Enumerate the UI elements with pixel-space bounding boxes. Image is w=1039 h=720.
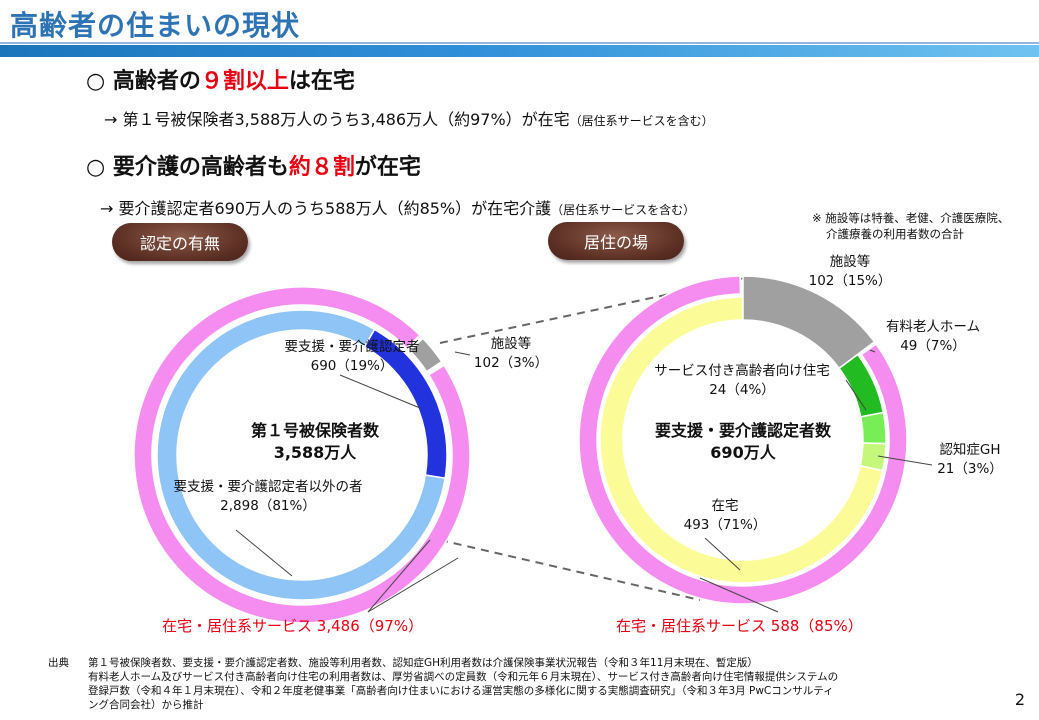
- chart1-outer-facility: [408, 337, 443, 373]
- leader-chart1-home-b: [367, 557, 459, 613]
- source-line2: 有料老人ホーム及びサービス付き高齢者向け住宅の利用者数は、厚労省調べの定員数（令…: [88, 671, 839, 683]
- chart2-inner-segment-2: [859, 411, 887, 445]
- page-title: 高齢者の住まいの現状: [10, 9, 301, 42]
- chart2-label-home-total: 在宅・居住系サービス 588（85%）: [616, 615, 863, 636]
- chart2-center-line1: 要支援・要介護認定者数: [654, 421, 831, 440]
- point1-heading-red: ９割以上: [200, 69, 289, 94]
- chart2-nursing-home-value: 49（7%）: [900, 338, 966, 354]
- chart2-label-serviced-housing: サービス付き高齢者向け住宅 24（4%）: [632, 362, 852, 400]
- leader-chart1-certified: [339, 374, 421, 409]
- chart1-label-noncertified: 要支援・要介護認定者以外の者 2,898（81%）: [138, 478, 398, 516]
- title-band: [0, 45, 1039, 57]
- facility-note-line2: 介護療養の利用者数の合計: [826, 227, 964, 241]
- chart2-center: 要支援・要介護認定者数 690万人: [628, 420, 858, 464]
- chart2-outer-home: [578, 275, 908, 605]
- leader-chart2-nursing: [869, 349, 876, 353]
- chart2-nursing-home-name: 有料老人ホーム: [885, 319, 981, 335]
- source-line3: 登録戸数（令和４年１月末現在）、令和２年度老健事業「高齢者向け住まいにおける運営…: [88, 685, 834, 697]
- chart2-label-dementia-gh: 認知症GH 21（3%）: [930, 441, 1010, 479]
- chart2-facility-name: 施設等: [829, 254, 871, 270]
- point2-heading-pre: 要介護の高齢者も: [112, 155, 289, 180]
- chart2-serviced-housing-value: 24（4%）: [709, 382, 775, 398]
- chart2-serviced-housing-name: サービス付き高齢者向け住宅: [654, 363, 830, 379]
- chart1-facility-name: 施設等: [490, 336, 532, 352]
- chart1-home-name: 在宅・居住系サービス: [162, 617, 313, 635]
- point2-heading-red: 約８割: [288, 155, 355, 180]
- point1-sub-text: → 第１号被保険者3,588万人のうち3,486万人（約97%）が在宅: [104, 110, 570, 129]
- leader-chart2-home: [704, 537, 741, 571]
- chart-certification: [133, 286, 471, 624]
- point1-bullet: ○: [86, 69, 106, 94]
- point2-heading-post: が在宅: [354, 155, 421, 180]
- chart2-facility-value: 102（15%）: [808, 273, 892, 289]
- point2-sub-note: （居住系サービスを含む）: [551, 203, 696, 217]
- chart1-center-line1: 第１号被保険者数: [250, 421, 379, 440]
- chart1-label-certified: 要支援・要介護認定者 690（19%）: [262, 338, 442, 376]
- point1-heading: ○ 高齢者の９割以上は在宅: [86, 63, 355, 95]
- leader-chart2-dementia: [877, 455, 933, 466]
- chart2-label-home: 在宅 493（71%）: [680, 497, 770, 535]
- point1-sub-note: （居住系サービスを含む）: [569, 114, 714, 128]
- page-number: 2: [1014, 690, 1025, 709]
- leader-chart1-facility: [454, 351, 471, 356]
- chart1-label-home: 在宅・居住系サービス 3,486（97%）: [162, 615, 423, 636]
- point2-sub-text: → 要介護認定者690万人のうち588万人（約85%）が在宅介護: [100, 199, 552, 218]
- leader-chart1-noncertified: [235, 529, 293, 577]
- chart2-home-name: 在宅: [711, 498, 739, 514]
- chart1-facility-value: 102（3%）: [473, 355, 549, 371]
- chart1-center: 第１号被保険者数 3,588万人: [205, 420, 425, 464]
- leader-chart2-home-total: [699, 577, 779, 613]
- chart1-home-value: 3,486（97%）: [316, 617, 424, 635]
- chart2-dementia-gh-value: 21（3%）: [937, 461, 1003, 477]
- chart1-label-facility: 施設等 102（3%）: [466, 335, 556, 373]
- chart1-noncertified-name: 要支援・要介護認定者以外の者: [173, 479, 363, 495]
- chart1-center-line2: 3,588万人: [273, 443, 357, 462]
- chart1-outer-home: [133, 286, 471, 624]
- chart2-center-line2: 690万人: [710, 443, 776, 462]
- source-head: 出典: [48, 657, 69, 669]
- point2-heading: ○ 要介護の高齢者も約８割が在宅: [86, 149, 421, 181]
- chart2-label-nursing-home: 有料老人ホーム 49（7%）: [872, 318, 994, 356]
- chart1-inner-noncertified: [156, 309, 446, 601]
- chart1-certified-value: 690（19%）: [310, 358, 394, 374]
- chart2-outer-facility: [742, 275, 876, 370]
- point1-heading-pre: 高齢者の: [112, 69, 201, 94]
- source-body: 第１号被保険者数、要支援・要介護認定者数、施設等利用者数、認知症GH利用者数は介…: [88, 656, 948, 712]
- point2-subtext: → 要介護認定者690万人のうち588万人（約85%）が在宅介護（居住系サービス…: [100, 195, 695, 219]
- source-line4: ング合同会社）から推計: [88, 699, 204, 711]
- pill-residence: 居住の場: [548, 222, 684, 260]
- chart2-home-total-name: 在宅・居住系サービス: [616, 617, 767, 635]
- chart-residence: [578, 275, 908, 605]
- leader-chart1-home-a: [367, 539, 431, 613]
- chart1-certified-name: 要支援・要介護認定者: [284, 339, 420, 355]
- chart2-home-total-value: 588（85%）: [770, 617, 863, 635]
- title-rule: [0, 42, 1039, 44]
- chart2-dementia-gh-name: 認知症GH: [939, 442, 1001, 458]
- point1-subtext: → 第１号被保険者3,588万人のうち3,486万人（約97%）が在宅（居住系サ…: [104, 106, 714, 130]
- chart2-label-facility: 施設等 102（15%）: [800, 253, 900, 291]
- leader-lines: [235, 349, 933, 613]
- chart2-home-value: 493（71%）: [683, 517, 767, 533]
- chart1-noncertified-value: 2,898（81%）: [220, 498, 316, 514]
- point1-heading-post: は在宅: [288, 69, 355, 94]
- connector-bottom: [439, 539, 701, 601]
- leader-chart2-serviced: [845, 379, 867, 411]
- facility-note-line1: ※ 施設等は特養、老健、介護医療院、: [812, 211, 1010, 225]
- point2-bullet: ○: [86, 155, 106, 180]
- pill-certification: 認定の有無: [112, 223, 248, 261]
- facility-note: ※ 施設等は特養、老健、介護医療院、介護療養の利用者数の合計: [812, 210, 1009, 242]
- source-line1: 第１号被保険者数、要支援・要介護認定者数、施設等利用者数、認知症GH利用者数は介…: [88, 657, 758, 669]
